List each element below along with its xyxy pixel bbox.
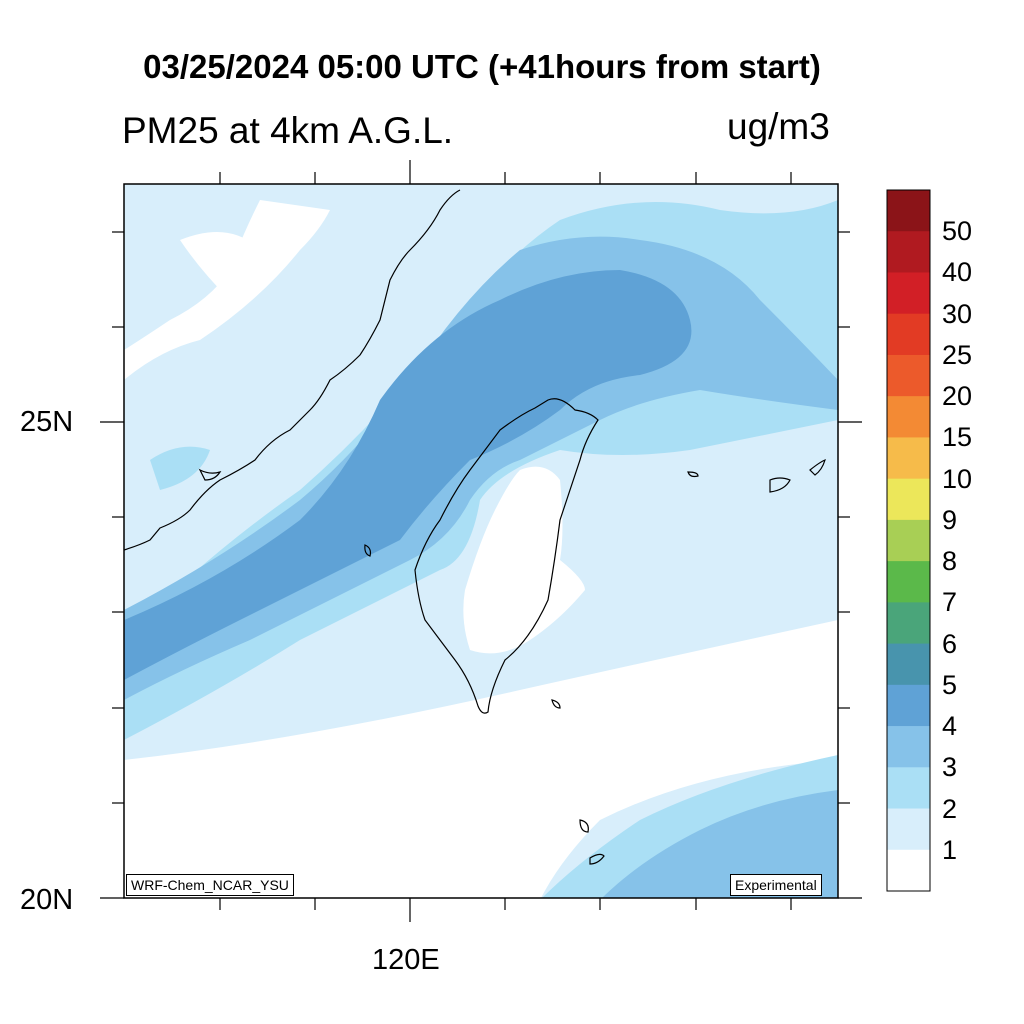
colorbar-label: 3 xyxy=(942,752,958,783)
colorbar-label: 4 xyxy=(942,711,958,742)
colorbar-label: 1 xyxy=(942,834,958,865)
colorbar-label: 20 xyxy=(942,381,973,412)
lon-label-120e: 120E xyxy=(372,944,440,976)
lat-label-25n: 25N xyxy=(20,406,74,438)
colorbar-frame xyxy=(886,189,931,892)
colorbar-swatches xyxy=(887,190,930,892)
colorbar-label: 30 xyxy=(942,298,973,329)
colorbar-swatch xyxy=(887,396,930,438)
colorbar-label: 25 xyxy=(942,339,973,370)
colorbar-label: 7 xyxy=(942,587,958,618)
colorbar-swatch xyxy=(887,354,930,397)
colorbar-swatch xyxy=(887,437,930,480)
coastline xyxy=(123,189,826,865)
units-label: ug/m3 xyxy=(727,106,830,147)
colorbar-swatch xyxy=(887,602,930,645)
model-label: WRF-Chem_NCAR_YSU xyxy=(126,874,294,896)
colorbar-label: 15 xyxy=(942,422,973,453)
colorbar-label: 6 xyxy=(942,628,958,659)
colorbar-swatch xyxy=(887,313,930,356)
colorbar-label: 50 xyxy=(942,216,973,247)
colorbar-label: 8 xyxy=(942,546,958,577)
colorbar-label: 40 xyxy=(942,257,973,288)
axis-ticks xyxy=(100,160,862,922)
colorbar-swatch xyxy=(887,478,930,521)
plot-frame xyxy=(123,183,839,899)
colorbar-swatch xyxy=(887,561,930,603)
map-title: 03/25/2024 05:00 UTC (+41hours from star… xyxy=(143,48,821,85)
colorbar-swatch xyxy=(887,519,930,562)
lat-label-20n: 20N xyxy=(20,884,74,916)
colorbar-label: 2 xyxy=(942,793,958,824)
colorbar-swatch xyxy=(887,767,930,810)
colorbar-swatch xyxy=(887,726,930,768)
contour-fill xyxy=(124,184,838,898)
colorbar-label: 10 xyxy=(942,463,973,494)
colorbar-label: 5 xyxy=(942,669,958,700)
colorbar-swatch xyxy=(887,190,930,232)
experimental-label: Experimental xyxy=(730,874,822,896)
colorbar-swatch xyxy=(887,808,930,851)
colorbar-swatch xyxy=(887,272,930,315)
colorbar-swatch xyxy=(887,849,930,892)
colorbar-swatch xyxy=(887,231,930,273)
field-label: PM25 at 4km A.G.L. xyxy=(122,110,454,151)
colorbar-swatch xyxy=(887,643,930,686)
colorbar-swatch xyxy=(887,684,930,727)
colorbar-label: 9 xyxy=(942,504,958,535)
